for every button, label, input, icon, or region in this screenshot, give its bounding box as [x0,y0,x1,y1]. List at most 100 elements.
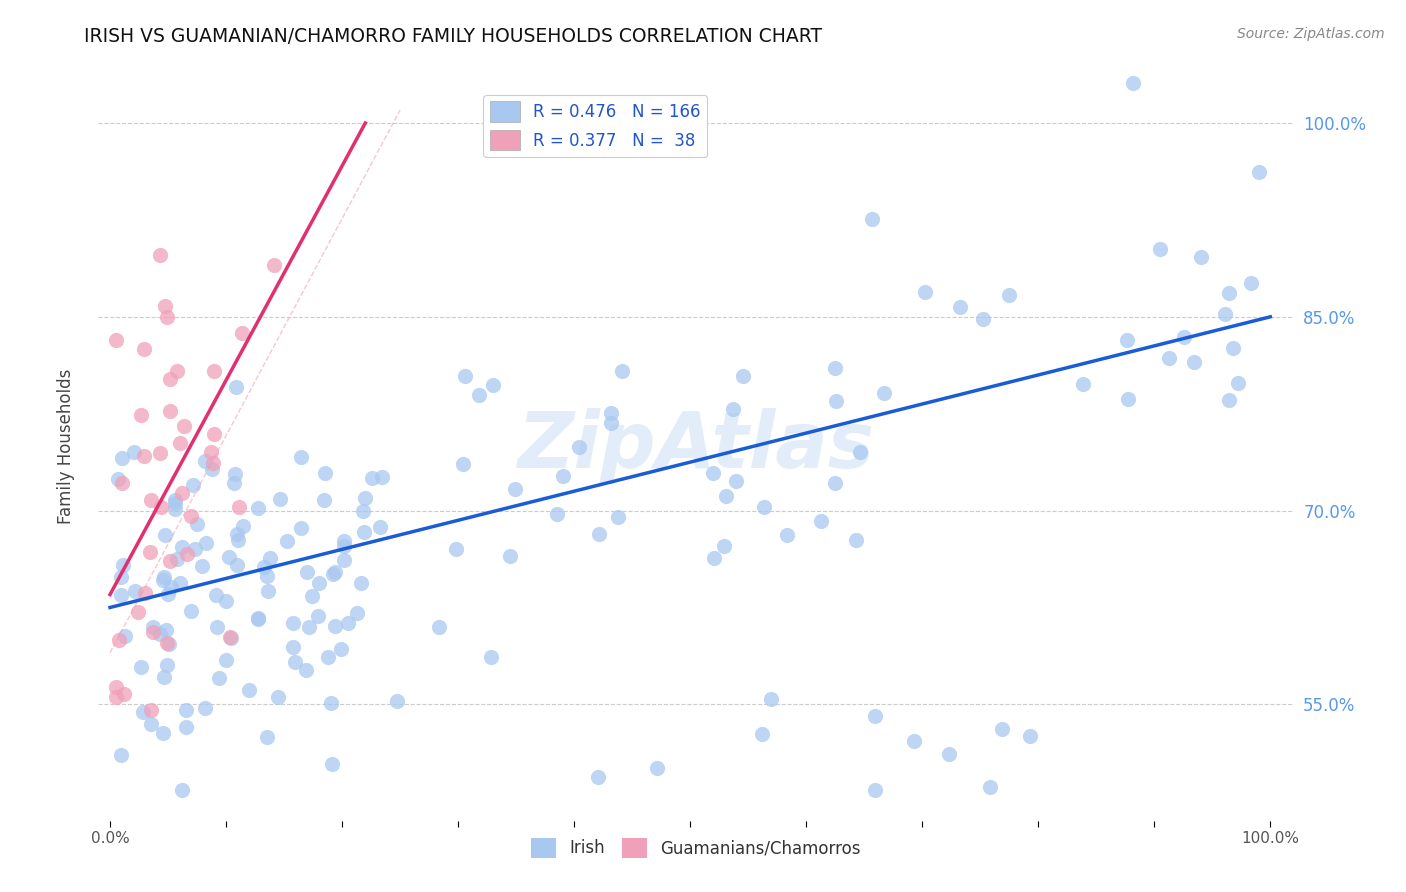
Point [775,528,797,542]
Point [226,533,249,547]
Point [174,720,197,734]
Point [142,625,165,640]
Point [1189,250,1212,264]
Point [166,552,188,566]
Legend: Irish, Guamanians/Chamorros: Irish, Guamanians/Chamorros [524,831,868,864]
Point [190,558,212,573]
Point [163,493,186,508]
Point [371,469,394,483]
Point [863,708,886,723]
Point [149,627,172,641]
Point [114,630,136,644]
Point [157,637,180,651]
Point [159,554,181,568]
Point [599,406,621,420]
Point [849,445,872,459]
Point [553,469,575,483]
Point [202,364,225,378]
Point [368,520,391,534]
Point [205,588,228,602]
Point [938,747,960,762]
Point [607,510,630,524]
Point [314,466,336,480]
Point [301,589,323,603]
Point [194,454,217,468]
Point [1157,351,1180,365]
Point [914,285,936,300]
Point [284,655,307,669]
Point [108,632,131,647]
Point [200,445,222,459]
Point [156,587,179,601]
Point [873,386,896,401]
Point [321,757,343,772]
Point [163,502,186,516]
Point [256,569,278,583]
Point [202,427,225,442]
Point [166,363,188,377]
Point [998,288,1021,302]
Point [263,258,285,272]
Text: IRISH VS GUAMANIAN/CHAMORRO FAMILY HOUSEHOLDS CORRELATION CHART: IRISH VS GUAMANIAN/CHAMORRO FAMILY HOUSE… [84,27,823,45]
Point [479,650,502,665]
Point [1227,376,1250,390]
Point [184,541,207,556]
Point [754,500,776,514]
Point [505,483,527,497]
Point [202,456,225,470]
Point [153,570,176,584]
Point [226,558,249,572]
Point [110,475,132,490]
Point [127,605,149,619]
Point [323,565,346,579]
Point [283,616,305,631]
Point [122,445,145,459]
Point [176,547,198,561]
Point [172,783,194,797]
Point [1213,307,1236,321]
Point [104,680,127,694]
Point [173,419,195,434]
Point [290,450,312,464]
Point [159,404,181,418]
Point [224,467,246,481]
Point [112,687,135,701]
Point [824,476,846,491]
Point [231,326,253,341]
Point [332,534,354,549]
Point [860,211,883,226]
Point [149,500,172,515]
Point [170,486,193,500]
Point [246,610,269,624]
Point [111,558,134,572]
Point [713,539,735,553]
Point [246,500,269,515]
Point [1019,729,1042,743]
Point [104,690,127,704]
Point [468,388,491,402]
Point [107,472,129,486]
Point [1218,285,1240,300]
Point [252,560,274,574]
Point [149,248,172,262]
Point [105,333,128,347]
Point [152,726,174,740]
Point [153,299,176,313]
Point [499,549,522,563]
Point [156,636,179,650]
Point [427,620,450,634]
Point [238,682,260,697]
Point [546,507,568,521]
Point [160,580,183,594]
Point [163,496,186,510]
Point [333,553,356,567]
Point [207,620,229,634]
Point [222,475,245,490]
Point [267,690,290,704]
Point [139,716,162,731]
Point [256,583,278,598]
Point [361,471,384,485]
Point [1116,392,1139,406]
Point [721,401,744,416]
Point [751,727,773,741]
